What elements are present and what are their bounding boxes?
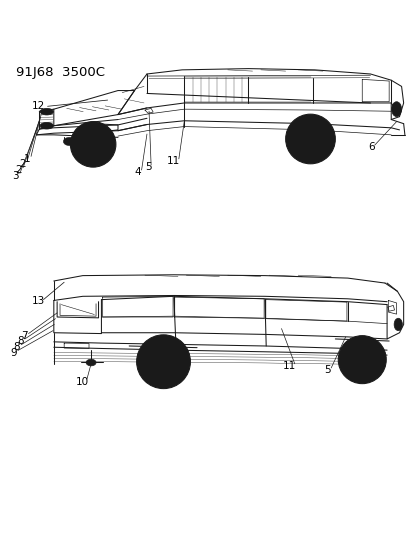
Text: 9: 9 <box>10 348 17 358</box>
Text: 91J68  3500C: 91J68 3500C <box>16 66 104 79</box>
Ellipse shape <box>285 114 335 164</box>
Ellipse shape <box>40 108 53 115</box>
Ellipse shape <box>143 342 183 382</box>
Text: 12: 12 <box>32 101 45 111</box>
Ellipse shape <box>307 136 313 142</box>
Ellipse shape <box>354 352 369 368</box>
Ellipse shape <box>292 121 328 157</box>
Text: 10: 10 <box>75 377 88 386</box>
Text: 1: 1 <box>24 154 30 164</box>
Ellipse shape <box>301 131 318 147</box>
Ellipse shape <box>337 336 385 384</box>
Text: 6: 6 <box>367 142 374 152</box>
Ellipse shape <box>63 138 76 146</box>
Ellipse shape <box>359 357 364 362</box>
Ellipse shape <box>160 359 166 365</box>
Ellipse shape <box>76 128 109 161</box>
Ellipse shape <box>85 137 100 152</box>
Text: 5: 5 <box>145 162 151 172</box>
Text: 8: 8 <box>13 342 20 352</box>
Ellipse shape <box>391 102 401 117</box>
Text: 2: 2 <box>19 159 26 169</box>
Text: 11: 11 <box>167 156 180 166</box>
Ellipse shape <box>344 342 379 377</box>
Text: 8: 8 <box>17 336 24 346</box>
Ellipse shape <box>154 353 172 371</box>
Ellipse shape <box>70 122 116 167</box>
Text: 7: 7 <box>21 330 27 341</box>
Text: 6: 6 <box>152 371 158 381</box>
Text: 4: 4 <box>134 167 141 177</box>
Ellipse shape <box>40 123 53 129</box>
Text: 4: 4 <box>348 369 354 379</box>
Text: 13: 13 <box>31 296 45 306</box>
Text: 11: 11 <box>282 361 296 371</box>
Text: 5: 5 <box>323 365 330 375</box>
Text: 2: 2 <box>16 165 22 175</box>
Ellipse shape <box>90 142 95 147</box>
Ellipse shape <box>136 335 190 389</box>
Ellipse shape <box>86 359 96 366</box>
Text: 3: 3 <box>12 171 19 181</box>
Ellipse shape <box>393 318 401 330</box>
